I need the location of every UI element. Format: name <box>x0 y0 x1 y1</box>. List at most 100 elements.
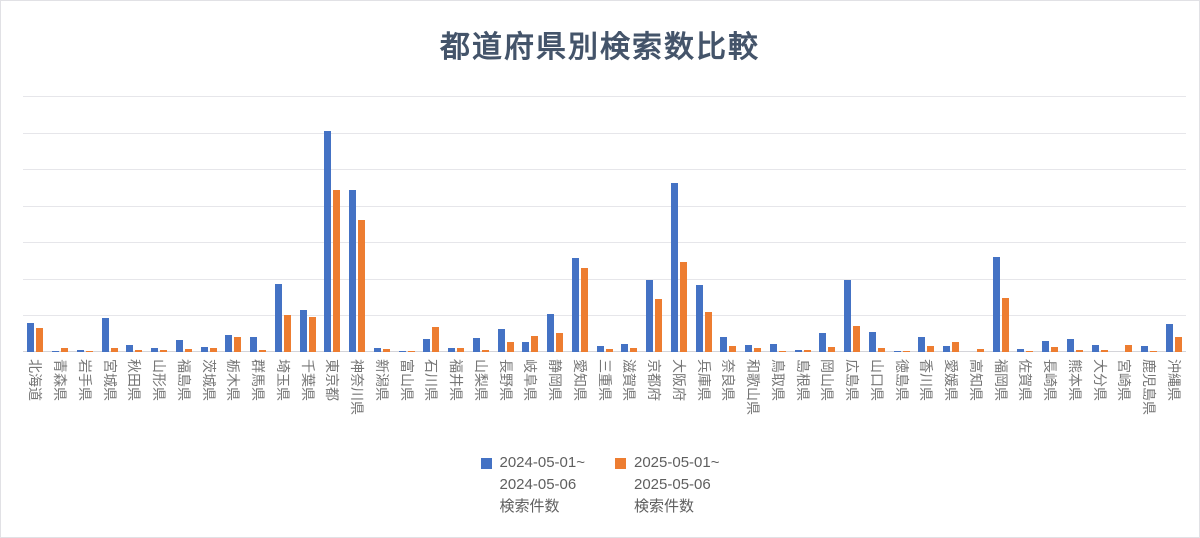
bar-group[interactable] <box>370 96 395 352</box>
bar[interactable] <box>76 350 84 352</box>
bar[interactable] <box>225 335 233 352</box>
bar[interactable] <box>877 348 885 352</box>
bar[interactable] <box>160 350 168 352</box>
bar[interactable] <box>531 336 539 352</box>
bar[interactable] <box>283 315 291 352</box>
bar-group[interactable] <box>48 96 73 352</box>
bar-group[interactable] <box>1013 96 1038 352</box>
bar[interactable] <box>85 351 93 352</box>
bar-group[interactable] <box>865 96 890 352</box>
bar[interactable] <box>1026 351 1034 352</box>
bar[interactable] <box>349 190 357 352</box>
bar-group[interactable] <box>320 96 345 352</box>
bar[interactable] <box>778 351 786 352</box>
bar[interactable] <box>308 317 316 352</box>
bar[interactable] <box>605 349 613 352</box>
bar[interactable] <box>1141 346 1149 352</box>
bar[interactable] <box>398 351 406 352</box>
bar[interactable] <box>522 342 530 352</box>
bar[interactable] <box>1150 351 1158 352</box>
bar[interactable] <box>151 348 159 352</box>
bar[interactable] <box>299 310 307 352</box>
bar-group[interactable] <box>716 96 741 352</box>
bar[interactable] <box>655 299 663 352</box>
bar[interactable] <box>1001 298 1009 352</box>
bar[interactable] <box>250 337 258 352</box>
bar-group[interactable] <box>73 96 98 352</box>
bar-group[interactable] <box>840 96 865 352</box>
bar[interactable] <box>819 333 827 352</box>
bar[interactable] <box>259 350 267 352</box>
bar[interactable] <box>175 340 183 352</box>
bar[interactable] <box>556 333 564 352</box>
bar[interactable] <box>621 344 629 352</box>
bar[interactable] <box>844 280 852 352</box>
bar-group[interactable] <box>1137 96 1162 352</box>
bar[interactable] <box>61 348 69 352</box>
bar[interactable] <box>992 257 1000 352</box>
bar[interactable] <box>729 346 737 352</box>
bar[interactable] <box>794 350 802 352</box>
bar[interactable] <box>506 342 514 352</box>
bar-group[interactable] <box>493 96 518 352</box>
bar[interactable] <box>1125 345 1133 352</box>
bar[interactable] <box>126 345 134 352</box>
bar[interactable] <box>902 351 910 352</box>
bar[interactable] <box>918 337 926 352</box>
bar-group[interactable] <box>914 96 939 352</box>
bar-group[interactable] <box>295 96 320 352</box>
bar-group[interactable] <box>815 96 840 352</box>
bar-group[interactable] <box>1038 96 1063 352</box>
bar-group[interactable] <box>592 96 617 352</box>
bar[interactable] <box>1174 337 1182 352</box>
bar[interactable] <box>472 338 480 352</box>
bar[interactable] <box>893 351 901 352</box>
bar[interactable] <box>1042 341 1050 352</box>
bar[interactable] <box>432 327 440 352</box>
bar[interactable] <box>324 131 332 352</box>
bar[interactable] <box>1165 324 1173 352</box>
bar[interactable] <box>358 220 366 352</box>
bar[interactable] <box>184 349 192 352</box>
bar-group[interactable] <box>172 96 197 352</box>
bar[interactable] <box>27 323 35 352</box>
bar[interactable] <box>1066 339 1074 352</box>
bar[interactable] <box>1017 349 1025 352</box>
bar-group[interactable] <box>617 96 642 352</box>
bar[interactable] <box>745 345 753 352</box>
bar[interactable] <box>769 344 777 352</box>
bar[interactable] <box>1051 347 1059 352</box>
bar[interactable] <box>373 348 381 352</box>
bar-group[interactable] <box>518 96 543 352</box>
bar[interactable] <box>679 262 687 352</box>
bar[interactable] <box>868 332 876 352</box>
bar-group[interactable] <box>964 96 989 352</box>
bar[interactable] <box>828 347 836 352</box>
bar-group[interactable] <box>790 96 815 352</box>
bar[interactable] <box>234 337 242 352</box>
bar-group[interactable] <box>1063 96 1088 352</box>
bar[interactable] <box>927 346 935 352</box>
bar-group[interactable] <box>1112 96 1137 352</box>
bar[interactable] <box>36 328 44 352</box>
bar[interactable] <box>200 347 208 352</box>
bar[interactable] <box>754 348 762 352</box>
bar-group[interactable] <box>221 96 246 352</box>
bar[interactable] <box>1075 350 1083 352</box>
bar-group[interactable] <box>271 96 296 352</box>
bar[interactable] <box>274 284 282 352</box>
bar-group[interactable] <box>988 96 1013 352</box>
bar[interactable] <box>110 348 118 352</box>
bar[interactable] <box>423 339 431 352</box>
bar[interactable] <box>497 329 505 352</box>
bar-group[interactable] <box>469 96 494 352</box>
legend-entry-2025[interactable]: 2025-05-01~ 2025-05-06 検索件数 <box>615 452 720 518</box>
bar[interactable] <box>630 348 638 352</box>
bar[interactable] <box>976 349 984 352</box>
bar-group[interactable] <box>691 96 716 352</box>
bar[interactable] <box>704 312 712 352</box>
bar-group[interactable] <box>939 96 964 352</box>
bar[interactable] <box>596 346 604 352</box>
bar-group[interactable] <box>122 96 147 352</box>
bar-group[interactable] <box>444 96 469 352</box>
